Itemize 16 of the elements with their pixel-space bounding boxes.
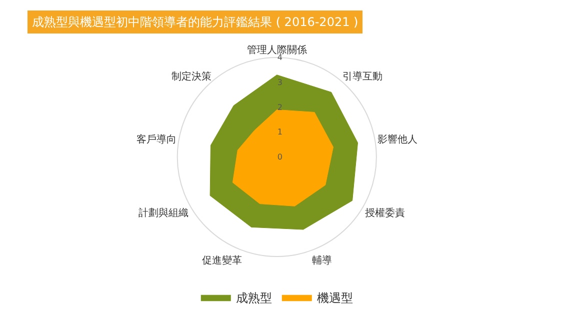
spoke-label: 輔導 xyxy=(312,254,332,266)
spoke-label: 影響他人 xyxy=(377,133,418,146)
spoke-label: 管理人際關係 xyxy=(246,44,307,56)
spoke-label: 引導互動 xyxy=(342,70,382,83)
spoke-label: 計劃與組織 xyxy=(138,207,189,220)
spoke-label: 客戶導向 xyxy=(136,133,176,146)
y-tick-label: 1 xyxy=(277,128,282,137)
chart-title: 成熟型與機遇型初中階領導者的能力評鑑結果 ( 2016-2021 ) xyxy=(32,15,358,29)
y-tick-label: 4 xyxy=(277,53,282,62)
y-tick-label: 3 xyxy=(277,78,282,87)
spoke-label: 授權委責 xyxy=(365,207,406,220)
spoke-label: 制定決策 xyxy=(171,70,212,83)
y-tick-label: 0 xyxy=(277,152,282,162)
spoke-label: 促進變革 xyxy=(202,254,242,266)
legend-label: 機遇型 xyxy=(316,290,353,305)
legend-label: 成熟型 xyxy=(236,290,272,305)
